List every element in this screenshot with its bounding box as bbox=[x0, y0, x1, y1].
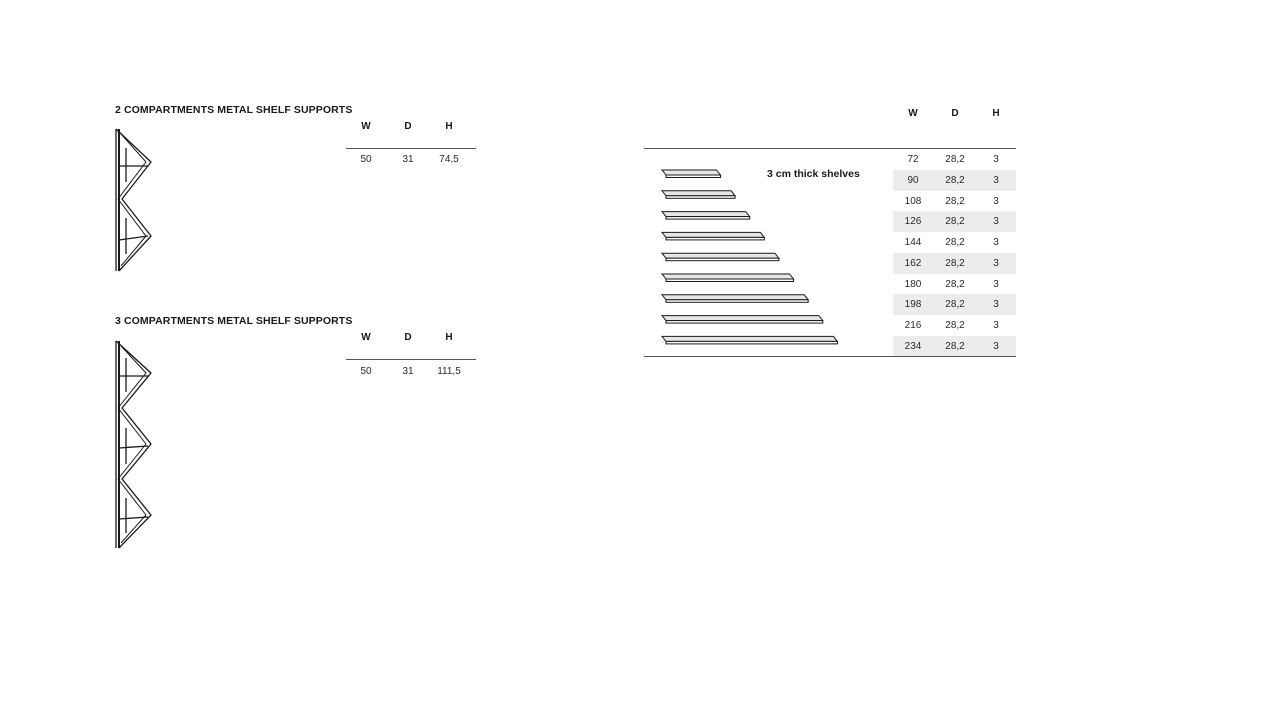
shelf-board-edge bbox=[665, 195, 736, 199]
table-row: 198 28,2 3 bbox=[893, 294, 1016, 315]
shelf-board bbox=[660, 252, 780, 259]
shelf-board-edge bbox=[665, 340, 838, 345]
shelf-cell-h: 3 bbox=[993, 258, 999, 269]
shelves-drawing bbox=[660, 169, 839, 345]
shelf-board-edge bbox=[665, 278, 795, 282]
support2-cell-d: 31 bbox=[402, 154, 414, 165]
shelf-cell-d: 28,2 bbox=[945, 196, 965, 207]
support3-header-d: D bbox=[404, 332, 412, 343]
table-row: 216 28,2 3 bbox=[893, 315, 1016, 336]
shelf-cell-d: 28,2 bbox=[945, 279, 965, 290]
support3-cell-d: 31 bbox=[402, 366, 414, 377]
shelf-board bbox=[660, 190, 737, 197]
shelf-board-edge bbox=[665, 236, 765, 241]
table-row: 180 28,2 3 bbox=[893, 274, 1016, 295]
shelf-cell-h: 3 bbox=[993, 175, 999, 186]
shelf-board-edge bbox=[665, 257, 780, 262]
shelf-cell-w: 72 bbox=[907, 154, 919, 165]
shelf-board bbox=[660, 294, 810, 301]
shelf-cell-w: 108 bbox=[904, 196, 922, 207]
shelf-cell-d: 28,2 bbox=[945, 320, 965, 331]
support3-drawing bbox=[115, 340, 152, 549]
shelf-board bbox=[660, 335, 839, 342]
shelf-cell-d: 28,2 bbox=[945, 237, 965, 248]
shelf-cell-h: 3 bbox=[993, 320, 999, 331]
shelf-cell-w: 144 bbox=[904, 237, 922, 248]
table-row: 108 28,2 3 bbox=[893, 191, 1016, 212]
support2-drawing bbox=[115, 128, 152, 272]
shelf-board bbox=[660, 211, 751, 218]
shelf-board-edge bbox=[665, 216, 751, 220]
shelves-header-h: H bbox=[992, 108, 1000, 119]
support2-table-rule bbox=[346, 148, 476, 149]
shelf-cell-h: 3 bbox=[993, 341, 999, 352]
shelf-cell-h: 3 bbox=[993, 279, 999, 290]
shelf-board-edge bbox=[665, 174, 721, 178]
shelf-board bbox=[660, 273, 795, 280]
shelf-cell-w: 234 bbox=[904, 341, 922, 352]
shelf-cell-h: 3 bbox=[993, 237, 999, 248]
shelf-cell-w: 162 bbox=[904, 258, 922, 269]
shelf-board bbox=[660, 169, 722, 176]
table-row: 126 28,2 3 bbox=[893, 211, 1016, 232]
shelf-cell-d: 28,2 bbox=[945, 258, 965, 269]
table-row: 144 28,2 3 bbox=[893, 232, 1016, 253]
shelf-cell-w: 126 bbox=[904, 216, 922, 227]
shelf-board-edge bbox=[665, 299, 809, 303]
shelf-board bbox=[660, 315, 824, 322]
shelf-board-edge bbox=[665, 320, 824, 324]
table-row: 162 28,2 3 bbox=[893, 253, 1016, 274]
shelves-table-bottom-rule bbox=[644, 356, 1016, 357]
shelf-cell-h: 3 bbox=[993, 154, 999, 165]
shelves-table-top-rule bbox=[644, 148, 1016, 149]
shelves-header-d: D bbox=[951, 108, 959, 119]
support3-table-rule bbox=[346, 359, 476, 360]
support2-cell-w: 50 bbox=[360, 154, 372, 165]
support2-header-h: H bbox=[445, 121, 453, 132]
support3-header-h: H bbox=[445, 332, 453, 343]
table-row: 234 28,2 3 bbox=[893, 336, 1016, 357]
shelf-cell-h: 3 bbox=[993, 216, 999, 227]
support3-cell-h: 111,5 bbox=[437, 366, 461, 377]
shelf-cell-w: 90 bbox=[907, 175, 919, 186]
shelf-cell-w: 198 bbox=[904, 299, 922, 310]
support3-cell-w: 50 bbox=[360, 366, 372, 377]
support2-cell-h: 74,5 bbox=[439, 154, 459, 165]
shelf-cell-d: 28,2 bbox=[945, 299, 965, 310]
support2-header-w: W bbox=[361, 121, 371, 132]
shelf-cell-d: 28,2 bbox=[945, 216, 965, 227]
shelf-cell-h: 3 bbox=[993, 299, 999, 310]
support2-header-d: D bbox=[404, 121, 412, 132]
shelves-header-w: W bbox=[908, 108, 918, 119]
shelf-cell-w: 216 bbox=[904, 320, 922, 331]
shelves-note: 3 cm thick shelves bbox=[767, 168, 860, 180]
shelf-cell-w: 180 bbox=[904, 279, 922, 290]
table-row: 90 28,2 3 bbox=[893, 170, 1016, 191]
support2-title: 2 COMPARTMENTS METAL SHELF SUPPORTS bbox=[115, 104, 353, 116]
shelf-cell-h: 3 bbox=[993, 196, 999, 207]
support3-title: 3 COMPARTMENTS METAL SHELF SUPPORTS bbox=[115, 315, 353, 327]
shelf-cell-d: 28,2 bbox=[945, 341, 965, 352]
support3-header-w: W bbox=[361, 332, 371, 343]
shelf-cell-d: 28,2 bbox=[945, 154, 965, 165]
table-row: 72 28,2 3 bbox=[893, 149, 1016, 170]
shelf-board bbox=[660, 231, 766, 238]
shelf-cell-d: 28,2 bbox=[945, 175, 965, 186]
